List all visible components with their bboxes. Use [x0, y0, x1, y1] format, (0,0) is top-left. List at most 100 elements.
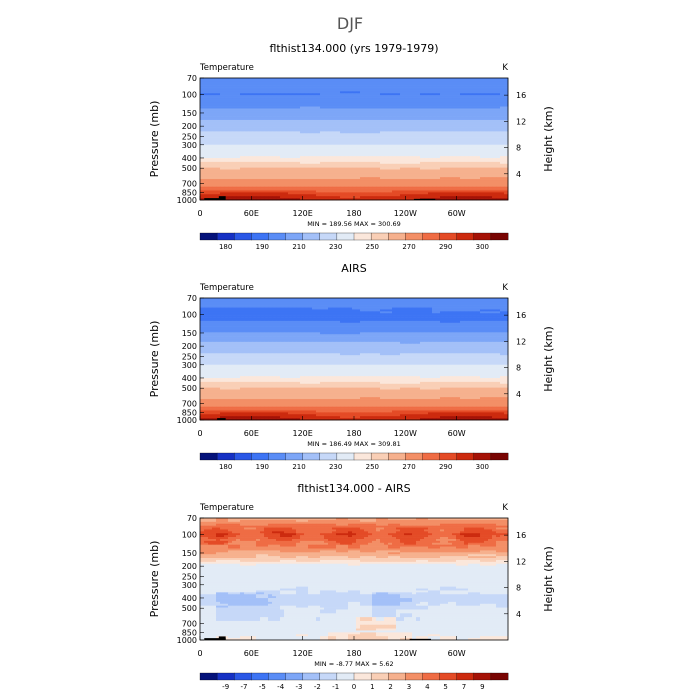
field-cell	[492, 194, 497, 197]
field-cell	[376, 169, 381, 172]
field-cell	[404, 165, 409, 168]
field-cell	[344, 163, 349, 166]
field-cell	[368, 97, 373, 100]
field-cell	[488, 127, 493, 130]
field-cell	[364, 93, 369, 96]
field-cell	[208, 127, 213, 130]
field-cell	[500, 163, 505, 166]
field-cell	[372, 179, 377, 182]
field-cell	[208, 140, 213, 144]
field-cell	[504, 194, 509, 197]
field-cell	[208, 192, 213, 195]
field-cell	[276, 93, 281, 96]
field-cell	[504, 156, 509, 159]
field-cell	[420, 186, 425, 189]
field-cell	[396, 106, 401, 109]
field-cell	[296, 78, 301, 81]
field-cell	[284, 133, 289, 136]
field-cell	[228, 196, 233, 199]
field-cell	[488, 156, 493, 159]
field-cell	[452, 89, 457, 92]
field-cell	[308, 102, 313, 105]
field-cell	[268, 93, 273, 96]
field-cell	[308, 121, 313, 125]
field-cell	[436, 129, 441, 132]
field-cell	[400, 131, 405, 134]
field-cell	[440, 127, 445, 130]
field-cell	[488, 95, 493, 98]
field-cell	[372, 83, 377, 86]
field-cell	[456, 175, 461, 178]
field-cell	[328, 119, 333, 123]
field-cell	[432, 163, 437, 166]
field-cell	[496, 116, 501, 119]
field-cell	[284, 165, 289, 168]
field-cell	[404, 127, 409, 130]
field-cell	[412, 180, 417, 184]
field-cell	[432, 114, 437, 117]
field-cell	[412, 179, 417, 182]
field-cell	[384, 81, 389, 85]
field-cell	[216, 89, 221, 92]
field-cell	[384, 127, 389, 130]
field-cell	[476, 102, 481, 105]
field-cell	[444, 156, 449, 159]
field-cell	[380, 196, 385, 199]
field-cell	[460, 89, 465, 92]
field-cell	[504, 198, 509, 201]
field-cell	[240, 129, 245, 132]
field-cell	[476, 127, 481, 130]
field-cell	[232, 190, 237, 193]
field-cell	[472, 150, 477, 153]
field-cell	[208, 180, 213, 184]
field-cell	[220, 188, 225, 191]
field-cell	[360, 180, 365, 184]
field-cell	[340, 81, 345, 85]
field-cell	[284, 135, 289, 138]
field-cell	[232, 83, 237, 86]
field-cell	[360, 102, 365, 105]
field-cell	[472, 156, 477, 159]
field-cell	[380, 127, 385, 130]
field-cell	[368, 123, 373, 126]
field-cell	[332, 127, 337, 130]
field-cell	[408, 127, 413, 130]
field-cell	[232, 154, 237, 157]
field-cell	[300, 118, 305, 121]
field-cell	[468, 137, 473, 140]
field-cell	[244, 108, 249, 111]
field-cell	[236, 154, 241, 157]
field-cell	[300, 182, 305, 186]
field-cell	[252, 186, 257, 189]
field-cell	[284, 190, 289, 193]
field-cell	[444, 184, 449, 187]
field-cell	[272, 196, 277, 199]
field-cell	[208, 194, 213, 197]
field-cell	[408, 114, 413, 117]
field-cell	[372, 89, 377, 92]
field-cell	[216, 158, 221, 161]
field-cell	[308, 196, 313, 199]
field-cell	[224, 148, 229, 151]
field-cell	[320, 81, 325, 85]
field-cell	[392, 173, 397, 176]
field-cell	[484, 110, 489, 113]
field-cell	[372, 106, 377, 109]
field-cell	[344, 104, 349, 107]
field-cell	[200, 163, 205, 166]
field-cell	[304, 190, 309, 193]
field-cell	[228, 129, 233, 132]
field-cell	[252, 78, 257, 81]
field-cell	[340, 108, 345, 111]
field-cell	[448, 198, 453, 201]
field-cell	[204, 140, 209, 144]
field-cell	[236, 190, 241, 193]
field-cell	[408, 98, 413, 102]
field-cell	[504, 116, 509, 119]
field-cell	[464, 83, 469, 86]
field-cell	[356, 116, 361, 119]
field-cell	[468, 140, 473, 144]
field-cell	[484, 118, 489, 121]
field-cell	[396, 182, 401, 186]
field-cell	[400, 83, 405, 86]
